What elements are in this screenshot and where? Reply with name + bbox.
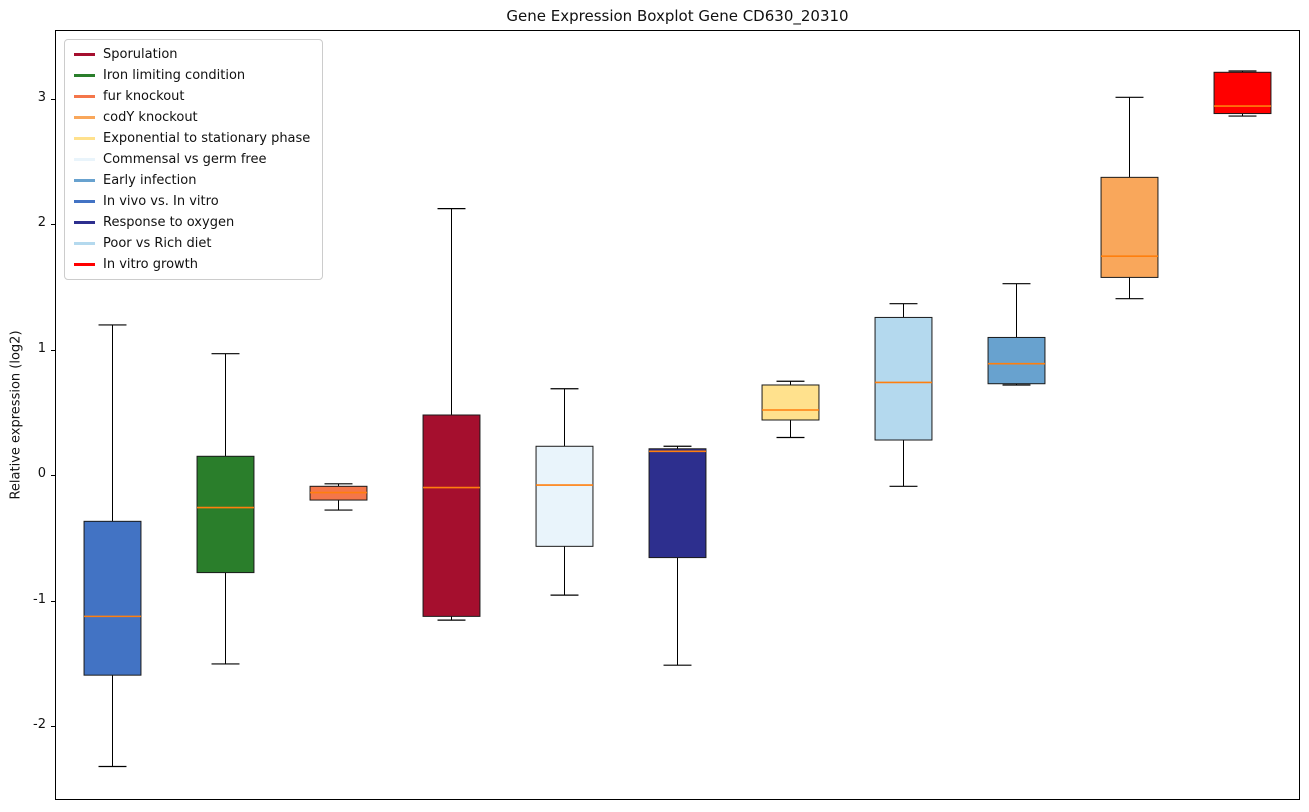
legend-label: Iron limiting condition [103, 68, 246, 83]
y-tick-label: -2 [33, 717, 46, 732]
legend-label: codY knockout [103, 110, 198, 125]
box-response-to-oxygen [648, 445, 707, 666]
box-sporulation [422, 208, 481, 621]
box-exponential-to-stationary-phase [761, 380, 820, 439]
box-rect [1100, 176, 1159, 278]
legend-swatch [74, 95, 95, 98]
legend-item-10: In vitro growth [74, 258, 310, 271]
legend-item-2: fur knockout [74, 90, 310, 103]
legend-item-1: Iron limiting condition [74, 69, 310, 82]
legend-label: Early infection [103, 173, 197, 188]
box-in-vitro-growth [1213, 70, 1272, 117]
legend-swatch [74, 242, 95, 245]
legend-item-4: Exponential to stationary phase [74, 132, 310, 145]
box-rect [874, 316, 933, 441]
legend-item-7: In vivo vs. In vitro [74, 195, 310, 208]
box-rect [987, 336, 1046, 385]
box-cody-knockout [1100, 96, 1159, 300]
legend-label: In vivo vs. In vitro [103, 194, 219, 209]
legend-swatch [74, 221, 95, 224]
legend-swatch [74, 137, 95, 140]
legend-label: In vitro growth [103, 257, 198, 272]
box-rect [1213, 71, 1272, 115]
box-rect [648, 448, 707, 559]
box-poor-vs-rich-diet [874, 303, 933, 487]
y-tick-label: -1 [33, 591, 46, 607]
box-early-infection [987, 283, 1046, 386]
legend: Sporulation Iron limiting condition fur kn… [64, 39, 324, 280]
box-iron-limiting-condition [196, 353, 255, 665]
legend-label: Commensal vs germ free [103, 152, 267, 167]
legend-swatch [74, 179, 95, 182]
box-rect [422, 414, 481, 617]
legend-item-6: Early infection [74, 174, 310, 187]
box-fur-knockout [309, 483, 368, 511]
legend-item-0: Sporulation [74, 48, 310, 61]
legend-item-3: codY knockout [74, 111, 310, 124]
chart-title: Gene Expression Boxplot Gene CD630_20310 [506, 7, 849, 25]
legend-item-5: Commensal vs germ free [74, 153, 310, 166]
box-commensal-vs-germ-free [535, 388, 594, 596]
legend-label: Response to oxygen [103, 215, 235, 230]
box-rect [83, 520, 142, 676]
legend-swatch [74, 158, 95, 161]
legend-swatch [74, 53, 95, 56]
box-rect [196, 455, 255, 574]
box-rect [761, 384, 820, 421]
box-rect [535, 445, 594, 547]
legend-item-9: Poor vs Rich diet [74, 237, 310, 250]
plot-area: Sporulation Iron limiting condition fur kn… [55, 30, 1300, 800]
legend-label: Poor vs Rich diet [103, 236, 212, 251]
y-axis-label: Relative expression (log2) [8, 330, 24, 500]
y-tick-label: 3 [37, 89, 46, 105]
y-tick-label: 2 [37, 215, 46, 231]
legend-swatch [74, 116, 95, 119]
legend-swatch [74, 263, 95, 266]
legend-label: Sporulation [103, 47, 178, 62]
legend-label: Exponential to stationary phase [103, 131, 311, 146]
box-in-vivo-vs-in-vitro [83, 324, 142, 768]
boxplot-canvas [83, 70, 1272, 768]
legend-swatch [74, 200, 95, 203]
legend-swatch [74, 74, 95, 77]
legend-label: fur knockout [103, 89, 185, 104]
legend-item-8: Response to oxygen [74, 216, 310, 229]
